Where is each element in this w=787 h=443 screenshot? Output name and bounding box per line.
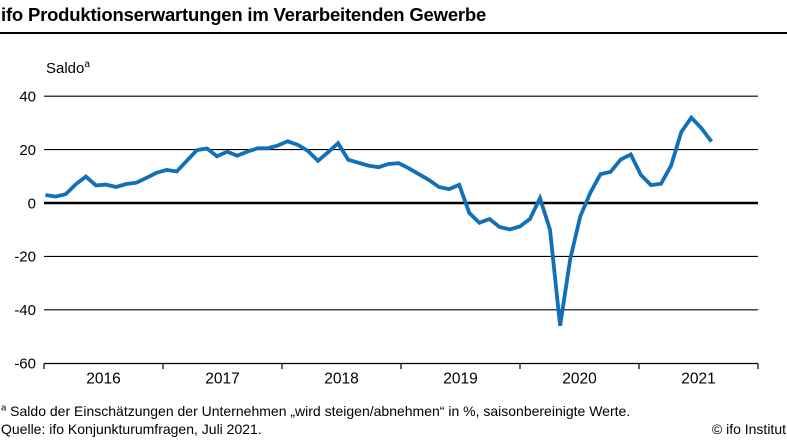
y-tick-label: -60: [14, 355, 36, 372]
y-tick-label: 0: [28, 195, 36, 212]
x-tick-label: 2021: [681, 371, 715, 388]
y-tick-label: -40: [14, 302, 36, 319]
data-series-line: [45, 114, 714, 327]
footer-row: Quelle: ifo Konjunkturumfragen, Juli 202…: [1, 421, 786, 437]
x-tick-label: 2018: [324, 371, 358, 388]
y-tick-label: 20: [19, 142, 36, 159]
footnote-text: Saldo der Einschätzungen der Unternehmen…: [6, 403, 631, 419]
x-tick-label: 2016: [86, 371, 120, 388]
footnote: a Saldo der Einschätzungen der Unternehm…: [1, 403, 630, 419]
x-tick-label: 2017: [205, 371, 239, 388]
source-text: Quelle: ifo Konjunkturumfragen, Juli 202…: [1, 421, 262, 437]
x-tick-label: 2019: [443, 371, 477, 388]
line-chart: 40 20 0 -20 -40 -60 2016 2017 2018 2019 2020 2021: [14, 88, 759, 388]
chart-title: ifo Produktionserwartungen im Verarbeite…: [1, 4, 487, 25]
y-axis-title-text: Saldo: [46, 60, 85, 77]
y-axis-title-superscript: a: [84, 59, 90, 70]
y-axis-title: Saldoa: [46, 59, 90, 78]
copyright-text: © ifo Institut: [711, 421, 786, 437]
title-rule: [0, 31, 787, 35]
y-tick-label: 40: [19, 88, 36, 105]
footnote-superscript: a: [1, 402, 7, 414]
y-tick-label: -20: [14, 249, 36, 266]
x-tick-label: 2020: [562, 371, 597, 388]
